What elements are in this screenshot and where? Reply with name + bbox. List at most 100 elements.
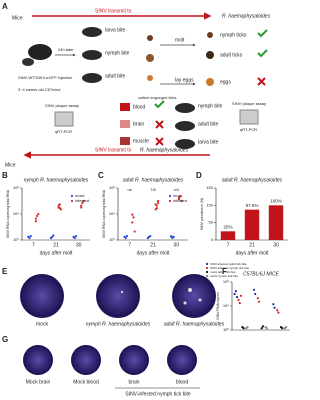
x-tick-label: 7 bbox=[128, 242, 131, 248]
point bbox=[177, 196, 181, 199]
point bbox=[285, 326, 288, 329]
return-bite: nymph bite bbox=[198, 103, 223, 109]
panel-label: F bbox=[222, 267, 227, 276]
y-axis-label: SINV RNA copies/ng total RNA bbox=[6, 189, 10, 238]
panel-label: A bbox=[2, 2, 8, 11]
point bbox=[149, 234, 152, 238]
check bbox=[154, 100, 165, 109]
point bbox=[58, 207, 61, 210]
point bbox=[72, 235, 75, 238]
chart-title: adult R. haemaphysaloides bbox=[222, 177, 283, 183]
point bbox=[272, 303, 275, 306]
arrow-label: SINV transmit to bbox=[95, 8, 132, 14]
plate bbox=[172, 274, 216, 318]
legend-label: mock bbox=[173, 193, 183, 198]
point bbox=[52, 234, 55, 237]
tissue: muscle bbox=[133, 138, 149, 144]
y-tick-label: 50 bbox=[209, 220, 214, 225]
delay: 24h later bbox=[58, 47, 74, 52]
point bbox=[276, 309, 279, 312]
tick-icon bbox=[147, 35, 153, 41]
point bbox=[260, 327, 263, 330]
point bbox=[57, 204, 60, 207]
plaque bbox=[198, 298, 202, 302]
chart-title: adult R. haemaphysaloides bbox=[123, 177, 184, 183]
point bbox=[281, 327, 284, 330]
plate bbox=[167, 345, 197, 375]
check bbox=[257, 29, 268, 38]
point bbox=[34, 220, 38, 223]
point bbox=[131, 213, 134, 216]
mouse-icon bbox=[175, 103, 195, 113]
legend-label: mock adult tick bite bbox=[210, 270, 236, 274]
x-axis-label: days after molt bbox=[236, 250, 269, 256]
point bbox=[254, 292, 257, 296]
point bbox=[256, 297, 259, 300]
return-bite: adult bite bbox=[198, 121, 219, 127]
bar bbox=[220, 231, 236, 240]
y-tick-label: 10⁸ bbox=[13, 185, 19, 190]
outcome: eggs bbox=[220, 79, 231, 85]
y-tick-label: 10⁸ bbox=[109, 185, 115, 190]
bite: larva bite bbox=[105, 27, 126, 33]
point bbox=[238, 302, 241, 305]
point bbox=[34, 217, 38, 220]
plate bbox=[71, 345, 101, 375]
annotation: ns bbox=[128, 187, 132, 192]
plate bbox=[23, 345, 53, 375]
point bbox=[131, 221, 134, 224]
point bbox=[246, 326, 249, 329]
caption: SINV-infected nymph tick bite bbox=[125, 391, 191, 397]
bar bbox=[268, 205, 284, 240]
mouse-icon bbox=[22, 58, 34, 66]
y-tick-label: 10⁰ bbox=[13, 237, 19, 242]
assay: SINV plaque assay bbox=[232, 101, 266, 106]
point bbox=[123, 235, 126, 238]
point bbox=[36, 214, 39, 218]
assay: qRT-PCR bbox=[240, 127, 257, 132]
mouse-icon bbox=[82, 50, 102, 60]
panel-label: E bbox=[2, 267, 8, 276]
value-label: 100% bbox=[270, 199, 282, 204]
bite: nymph bite bbox=[105, 50, 130, 56]
y-tick-label: 10⁴ bbox=[223, 303, 229, 308]
x-tick-label: 21 bbox=[249, 242, 255, 248]
mouse-icon bbox=[82, 27, 102, 37]
y-axis-label: SINV RNA copies/ng total RNA bbox=[102, 189, 106, 238]
plate-label: blood bbox=[176, 379, 188, 385]
point bbox=[80, 204, 83, 207]
point bbox=[273, 306, 276, 309]
cross bbox=[155, 137, 164, 146]
point bbox=[81, 201, 84, 205]
point bbox=[172, 235, 175, 238]
mouse-icon bbox=[28, 44, 52, 60]
y-tick-label: 10⁰ bbox=[109, 237, 115, 242]
plate-label: Mock brain bbox=[26, 379, 51, 385]
plate-label: nymph R. haemaphysaloides bbox=[86, 321, 151, 327]
bite: adult bite bbox=[105, 73, 126, 79]
legend-marker bbox=[168, 194, 172, 198]
legend-label: infected bbox=[173, 198, 187, 203]
check bbox=[257, 49, 268, 58]
tick-icon bbox=[207, 32, 213, 38]
panel-label: D bbox=[196, 171, 202, 180]
instrument bbox=[54, 111, 74, 127]
plate bbox=[119, 345, 149, 375]
legend-marker bbox=[205, 262, 209, 266]
figure: A Mice SINV transmit to R. haemaphysaloi… bbox=[2, 2, 290, 397]
plaque bbox=[120, 290, 124, 294]
plates-g: Mock brain Mock blood brain blood SINV-i… bbox=[23, 345, 200, 397]
tissue-icon bbox=[120, 137, 130, 145]
plate-label: adult R. haemaphysaloides bbox=[164, 321, 225, 327]
x-axis-label: days after molt bbox=[137, 250, 170, 256]
source: Mice bbox=[12, 15, 23, 21]
y-tick-label: 100 bbox=[206, 202, 213, 207]
point bbox=[237, 298, 240, 302]
assay: SINV plaque assay bbox=[45, 103, 79, 108]
legend-marker bbox=[70, 199, 74, 203]
panel-label: G bbox=[2, 335, 8, 344]
tissue: blood bbox=[133, 104, 145, 110]
point bbox=[179, 195, 182, 198]
plate-label: mock bbox=[36, 321, 48, 327]
point bbox=[82, 199, 85, 203]
